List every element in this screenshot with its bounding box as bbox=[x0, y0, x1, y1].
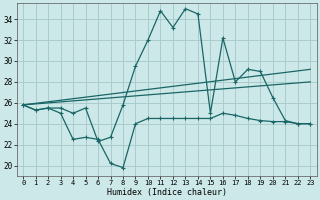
X-axis label: Humidex (Indice chaleur): Humidex (Indice chaleur) bbox=[107, 188, 227, 197]
